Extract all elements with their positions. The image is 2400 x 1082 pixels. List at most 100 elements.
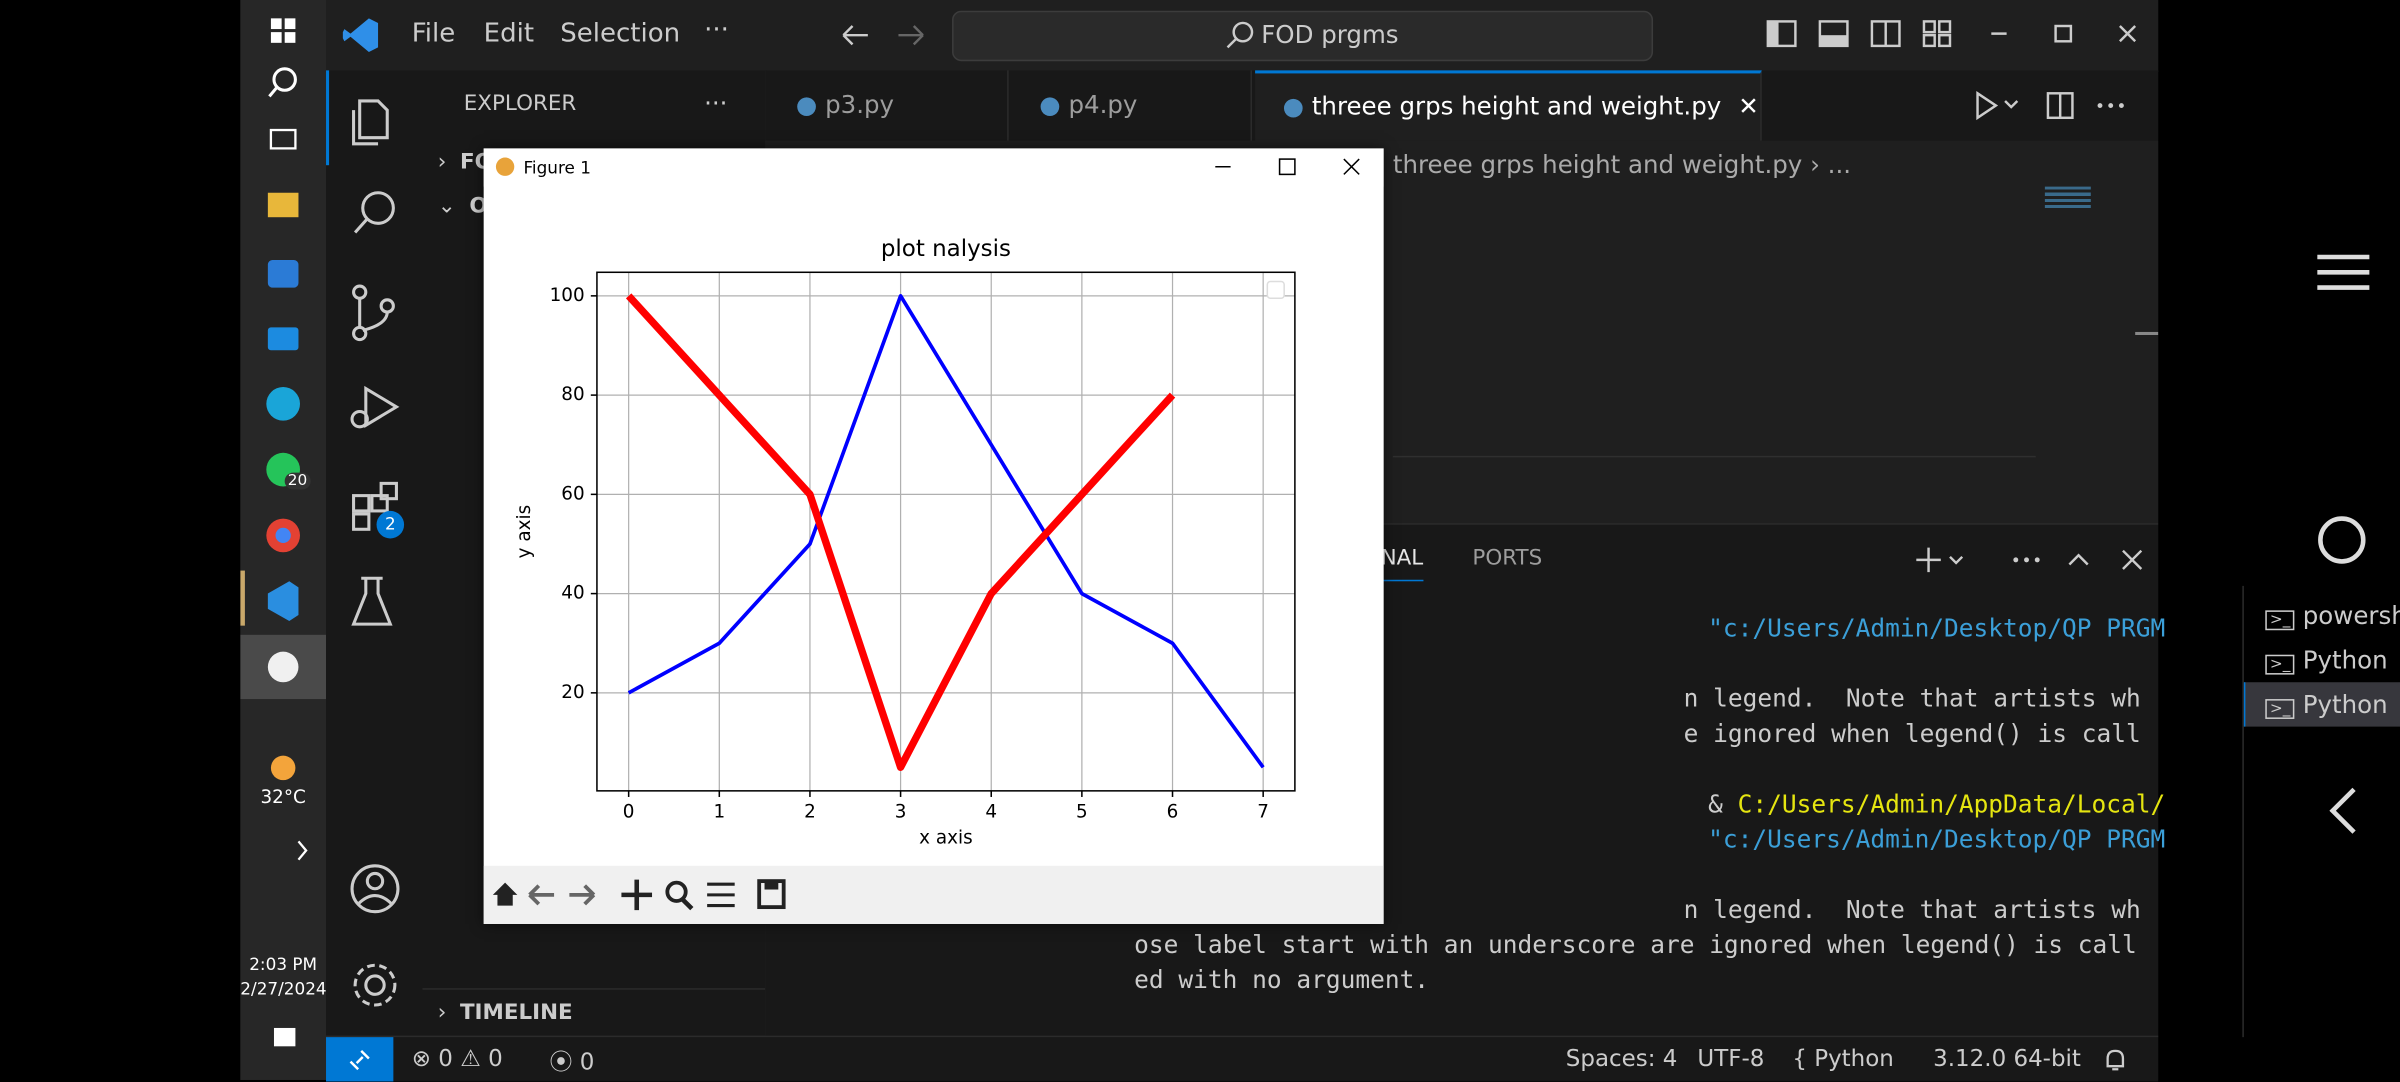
terminal-entry[interactable]: >_ Python	[2265, 645, 2388, 675]
y-tick-label: 40	[561, 583, 584, 604]
sidebar-title: EXPLORER	[463, 91, 577, 117]
indentation[interactable]: Spaces: 4	[1565, 1044, 1678, 1073]
terminal-line: ed with no argument.	[1134, 965, 1430, 995]
y-tick-label: 80	[561, 384, 584, 405]
figure: Figure 1 0 1 2 3 4 5 6 7 20 40 60 80 100 plot nalysis…	[483, 148, 1384, 924]
badge: 20	[284, 472, 311, 490]
breadcrumb[interactable]: threee grps height and weight.py › ...	[1392, 149, 1852, 179]
search-text: FOD prgms	[1261, 19, 1399, 49]
breadcrumb-file: threee grps height and weight.py	[1392, 149, 1803, 179]
clock-date: 2/27/2024	[240, 979, 327, 999]
x-tick-label: 0	[623, 801, 635, 822]
panel-tab[interactable]: NAL	[1380, 546, 1424, 582]
terminal-name: Python	[2302, 689, 2388, 719]
y-tick-label: 100	[550, 285, 585, 306]
terminal-name: Python	[2302, 645, 2388, 675]
x-axis-label: x axis	[919, 827, 973, 848]
vscode-logo	[342, 18, 379, 53]
minimap	[2044, 186, 2091, 209]
terminal-line: n legend. Note that artists wh	[1683, 894, 2141, 924]
badge: 2	[376, 510, 405, 539]
tab[interactable]: ● p4.py	[1009, 70, 1253, 141]
interpreter[interactable]: 3.12.0 64-bit	[1933, 1044, 2081, 1073]
panel-actions[interactable]	[1913, 543, 2150, 577]
tab-bar: ● p3.py ● p4.py ● threee grps height and…	[765, 70, 2159, 141]
command-center[interactable]	[952, 10, 1654, 62]
ports[interactable]: ⦿ 0	[549, 1047, 595, 1076]
activity-bar: 2	[326, 70, 423, 1036]
figure-controls[interactable]	[1215, 158, 1360, 176]
divider	[2242, 585, 2244, 1038]
tree-item[interactable]: ⌄ O	[437, 194, 488, 219]
terminal-line: "c:/Users/Admin/Desktop/QP PRGM	[1708, 824, 2166, 854]
bell[interactable]	[2102, 1046, 2130, 1074]
x-tick-label: 4	[985, 801, 997, 822]
divider	[1392, 455, 2036, 458]
terminal-selected	[2243, 682, 2400, 727]
x-tick-label: 7	[1257, 801, 1269, 822]
data-line	[625, 293, 1176, 771]
warning-count: 0	[488, 1044, 503, 1073]
terminal-line: "c:/Users/Admin/Desktop/QP PRGM	[1708, 613, 2166, 643]
remote-icon	[349, 1050, 370, 1071]
terminal-line: ose label start with an underscore are i…	[1134, 930, 2137, 960]
toolbar-icons[interactable]	[492, 879, 786, 911]
terminal-name: powershell	[2302, 601, 2400, 631]
scrollbar	[2135, 331, 2159, 336]
language[interactable]: { Python	[1792, 1044, 1894, 1073]
nav-arrows[interactable]	[837, 18, 929, 52]
terminal-line: & C:/Users/Admin/AppData/Local/	[1708, 789, 2165, 818]
phone-nav[interactable]	[2281, 229, 2400, 856]
error-count: 0	[438, 1044, 453, 1073]
tab[interactable]: ● p3.py	[765, 70, 1009, 141]
menu-file[interactable]: File	[411, 18, 456, 49]
divider	[422, 988, 766, 990]
timeline-label: TIMELINE	[459, 1000, 573, 1025]
sidebar-more[interactable]: ···	[704, 88, 728, 118]
figure-window: Figure 1 0 1 2 3 4 5 6 7 20 40 60 80 100 plot nalysis…	[483, 148, 1384, 924]
terminal-command: C:/Users/Admin/AppData/Local/	[1737, 789, 2166, 819]
port-count: 0	[579, 1047, 595, 1076]
search-icon	[1226, 21, 1254, 49]
terminal-line: n legend. Note that artists wh	[1683, 683, 2141, 713]
tab-label: threee grps height and weight.py	[1311, 91, 1722, 121]
x-tick-label: 6	[1167, 801, 1179, 822]
editor-actions[interactable]	[1965, 89, 2149, 123]
breadcrumb-more: ...	[1827, 149, 1852, 179]
activity-icons[interactable]	[326, 70, 422, 1035]
title-bar: File Edit Selection ··· FOD prgms	[326, 0, 2159, 72]
plot: 0 1 2 3 4 5 6 7 20 40 60 80 100 plot nalysis x axis y a…	[514, 236, 1296, 848]
menu-selection[interactable]: Selection	[560, 18, 681, 49]
data-line	[627, 294, 1265, 769]
terminal-operator: &	[1708, 789, 1723, 819]
status-bar: ⊗ 0 ⚠ 0 ⦿ 0 Spaces: 4 UTF-8 { Python 3.1…	[326, 1035, 2159, 1082]
tree-label: O	[469, 194, 488, 219]
timeline[interactable]: › TIMELINE	[437, 1000, 573, 1025]
menu-edit[interactable]: Edit	[483, 18, 535, 49]
x-tick-label: 2	[804, 801, 816, 822]
figure-titlebar	[483, 148, 1384, 187]
y-tick-label: 60	[561, 483, 584, 504]
tab-label: p4.py	[1068, 90, 1138, 120]
window-controls[interactable]	[1762, 15, 2145, 55]
terminal-entry[interactable]: >_ Python	[2265, 689, 2388, 719]
taskbar: 20 32°C 2:03 PM 2/27/2024	[240, 0, 327, 1080]
axes-frame	[596, 271, 1296, 792]
y-axis-label: y axis	[514, 505, 535, 558]
panel-tab[interactable]: PORTS	[1472, 546, 1543, 571]
terminal-entry[interactable]: >_ powershell	[2265, 601, 2400, 631]
terminal-line: e ignored when legend() is call	[1683, 718, 2141, 749]
x-tick-label: 1	[713, 801, 725, 822]
problems[interactable]: ⊗ 0 ⚠ 0	[411, 1044, 503, 1073]
legend	[1266, 280, 1285, 300]
x-tick-label: 5	[1076, 801, 1088, 822]
window-title: Figure 1	[523, 157, 590, 177]
menu-more[interactable]: ···	[704, 15, 729, 46]
tab-active[interactable]: ● threee grps height and weight.py ✕	[1255, 70, 1762, 141]
active-indicator	[326, 70, 330, 166]
encoding[interactable]: UTF-8	[1697, 1044, 1765, 1073]
tab-label: p3.py	[825, 90, 895, 120]
language-name: Python	[1814, 1044, 1894, 1073]
